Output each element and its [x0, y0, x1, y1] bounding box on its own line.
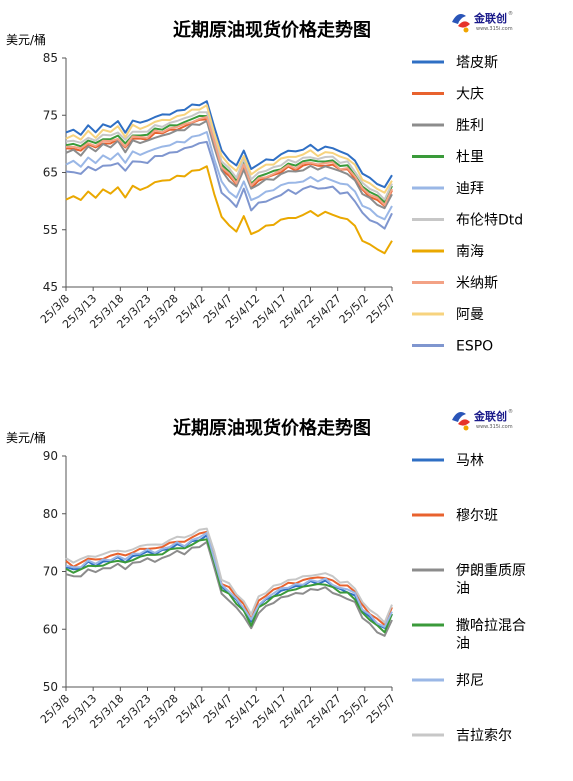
legend-label: 阿曼 — [456, 307, 484, 323]
series-line-7 — [66, 116, 393, 206]
logo-text: 金联创 — [473, 409, 507, 423]
legend-label: 塔皮斯 — [456, 55, 498, 71]
series-line-3 — [65, 114, 393, 204]
legend-label: 布伦特Dtd — [456, 213, 523, 229]
y-tick-label: 85 — [43, 51, 58, 65]
x-tick-label: 25/5/2 — [337, 692, 371, 726]
legend-label: 撒哈拉混合油 — [456, 618, 526, 652]
series-line-2 — [65, 119, 393, 210]
y-axis-unit: 美元/桶 — [6, 32, 46, 47]
logo: 金联创 ® www.315i.com — [452, 10, 513, 33]
series-line-4 — [65, 131, 393, 221]
y-axis-unit: 美元/桶 — [6, 430, 46, 445]
logo-mark-icon — [458, 21, 470, 28]
series-line-3 — [65, 538, 393, 634]
y-tick-label: 45 — [43, 280, 58, 294]
legend-label: 吉拉索尔 — [456, 727, 512, 744]
legend-label: 胜利 — [456, 118, 484, 134]
series-line-4 — [65, 531, 393, 628]
logo-mark-icon — [452, 14, 466, 24]
y-tick-label: 80 — [43, 507, 58, 521]
legend-label: 伊朗重质原油 — [456, 563, 526, 597]
logo: 金联创 ® www.315i.com — [452, 408, 513, 431]
series-line-1 — [65, 530, 393, 626]
x-tick-label: 25/5/7 — [364, 292, 398, 326]
chart-title: 近期原油现货价格走势图 — [173, 417, 371, 439]
series-line-9 — [65, 140, 393, 230]
legend-label: 迪拜 — [456, 181, 484, 197]
logo-url: www.315i.com — [476, 26, 513, 32]
series-line-8 — [65, 104, 393, 194]
logo-text: 金联创 — [473, 11, 507, 25]
legend-label: 南海 — [456, 244, 484, 260]
x-tick-label: 25/4/2 — [174, 692, 208, 726]
logo-url: www.315i.com — [476, 424, 513, 430]
y-tick-label: 55 — [43, 223, 58, 237]
series-line-6 — [65, 165, 393, 255]
series-line-0 — [65, 100, 393, 189]
y-tick-label: 75 — [43, 108, 58, 122]
logo-mark-icon — [463, 27, 469, 33]
legend-label: 米纳斯 — [456, 276, 498, 292]
x-tick-label: 25/4/2 — [174, 292, 208, 326]
legend-label: 杜里 — [456, 150, 484, 166]
legend-label: 穆尔班 — [456, 508, 498, 524]
x-tick-label: 25/5/7 — [364, 692, 398, 726]
y-tick-label: 60 — [43, 622, 58, 636]
logo-registered: ® — [508, 10, 513, 17]
legend-label: 大庆 — [456, 87, 484, 103]
y-tick-label: 50 — [43, 680, 58, 694]
x-tick-label: 25/5/2 — [337, 292, 371, 326]
series-line-2 — [65, 540, 393, 637]
y-tick-label: 70 — [43, 565, 58, 579]
y-tick-label: 65 — [43, 166, 58, 180]
logo-mark-icon — [452, 412, 466, 422]
logo-mark-icon — [458, 419, 470, 426]
logo-mark-icon — [463, 425, 469, 431]
y-tick-label: 90 — [43, 449, 58, 463]
logo-registered: ® — [508, 408, 513, 415]
chart-title: 近期原油现货价格走势图 — [173, 19, 371, 41]
legend-label: 马林 — [456, 453, 484, 469]
legend-label: ESPO — [456, 339, 493, 355]
legend-label: 邦尼 — [456, 673, 484, 689]
series-line-5 — [65, 111, 393, 201]
series-line-5 — [65, 527, 393, 624]
